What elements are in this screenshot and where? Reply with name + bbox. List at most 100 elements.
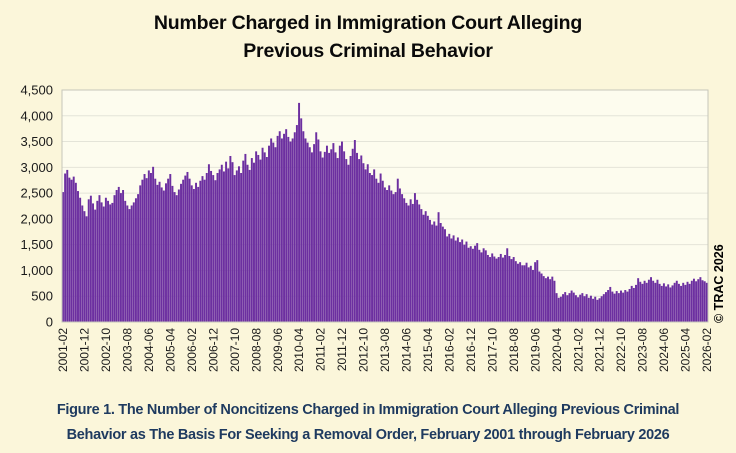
x-tick-label: 2006-02 xyxy=(185,328,199,372)
x-tick-label: 2026-02 xyxy=(700,328,714,372)
bar xyxy=(165,183,167,322)
chart-title: Number Charged in Immigration Court Alle… xyxy=(0,10,736,65)
bar xyxy=(122,190,125,322)
bar xyxy=(418,204,421,322)
x-tick-label: 2023-08 xyxy=(636,328,650,372)
bar xyxy=(89,195,92,322)
bar xyxy=(225,161,228,322)
bar xyxy=(401,194,404,322)
bar xyxy=(474,245,477,322)
bar xyxy=(128,209,131,322)
bar xyxy=(360,155,363,322)
bar xyxy=(218,169,221,322)
bar xyxy=(579,294,582,322)
bar xyxy=(102,206,105,322)
x-tick-label: 2014-06 xyxy=(400,328,414,372)
bar xyxy=(688,283,691,322)
bar xyxy=(298,102,301,322)
bar xyxy=(433,221,436,322)
bar xyxy=(525,262,528,322)
bar xyxy=(656,279,659,322)
bar xyxy=(521,265,524,322)
bar xyxy=(637,278,640,322)
bar xyxy=(478,249,481,322)
bar-chart: 4,500 4,000 3,500 3,000 2,500 2,000 1,500 1,000… xyxy=(20,83,726,373)
bar xyxy=(368,173,371,322)
bar xyxy=(583,296,586,322)
bar xyxy=(454,240,457,322)
y-tick-label: 4,000 xyxy=(20,108,53,123)
bar xyxy=(589,295,592,322)
x-tick-label: 2024-06 xyxy=(657,328,671,372)
bar xyxy=(113,195,116,322)
bar xyxy=(347,164,350,322)
bar xyxy=(330,149,333,322)
bar xyxy=(680,285,683,322)
bar xyxy=(190,185,193,322)
bar xyxy=(321,157,324,322)
x-tick-label: 2001-12 xyxy=(78,328,92,372)
bar xyxy=(304,138,307,322)
bar xyxy=(371,175,373,322)
bar xyxy=(145,178,148,322)
bar xyxy=(469,246,472,322)
bar xyxy=(514,261,517,322)
bar xyxy=(607,290,610,322)
bar xyxy=(255,151,258,322)
y-tick-label: 2,000 xyxy=(20,211,53,226)
bar xyxy=(459,242,461,322)
bar xyxy=(701,280,704,322)
bar xyxy=(235,170,238,322)
bar xyxy=(429,219,431,322)
bar xyxy=(83,211,86,322)
x-tick-label: 2016-12 xyxy=(464,328,478,372)
bar xyxy=(600,296,603,322)
bar xyxy=(317,139,320,322)
bar xyxy=(624,290,627,322)
bar xyxy=(81,205,84,322)
bar xyxy=(126,205,129,322)
bar xyxy=(660,285,663,322)
bar xyxy=(559,296,562,322)
figure-caption: Figure 1. The Number of Noncitizens Char… xyxy=(0,398,736,449)
bar xyxy=(566,295,569,322)
bar xyxy=(592,298,595,322)
bar xyxy=(587,297,590,322)
bar xyxy=(669,287,672,322)
bar xyxy=(662,283,665,322)
bar xyxy=(390,190,393,322)
bar xyxy=(278,131,281,322)
bar xyxy=(630,285,633,322)
bar xyxy=(139,185,142,322)
bar xyxy=(257,154,260,322)
bar xyxy=(72,176,75,322)
bar xyxy=(542,276,545,322)
bar xyxy=(409,199,412,322)
bar xyxy=(107,200,110,322)
x-tick-label: 2007-10 xyxy=(228,328,242,372)
bar xyxy=(682,282,685,322)
bar xyxy=(92,203,94,322)
bar xyxy=(192,188,195,322)
bar xyxy=(620,290,622,322)
bar xyxy=(493,256,496,322)
bar xyxy=(242,160,245,322)
bar xyxy=(308,147,311,322)
bar xyxy=(549,279,552,322)
bar xyxy=(173,192,176,322)
bar xyxy=(358,159,361,322)
bar xyxy=(141,179,144,322)
x-tick-label: 2005-04 xyxy=(163,328,177,372)
bar xyxy=(497,257,500,322)
bar xyxy=(261,147,264,322)
bar xyxy=(287,136,290,322)
bar xyxy=(147,170,150,322)
bar xyxy=(463,244,466,322)
x-tick-label: 2003-08 xyxy=(121,328,135,372)
bar xyxy=(293,132,296,322)
bar xyxy=(341,141,343,322)
bar xyxy=(386,190,389,322)
bar xyxy=(158,181,161,322)
bar xyxy=(356,152,358,322)
bar xyxy=(703,281,706,322)
